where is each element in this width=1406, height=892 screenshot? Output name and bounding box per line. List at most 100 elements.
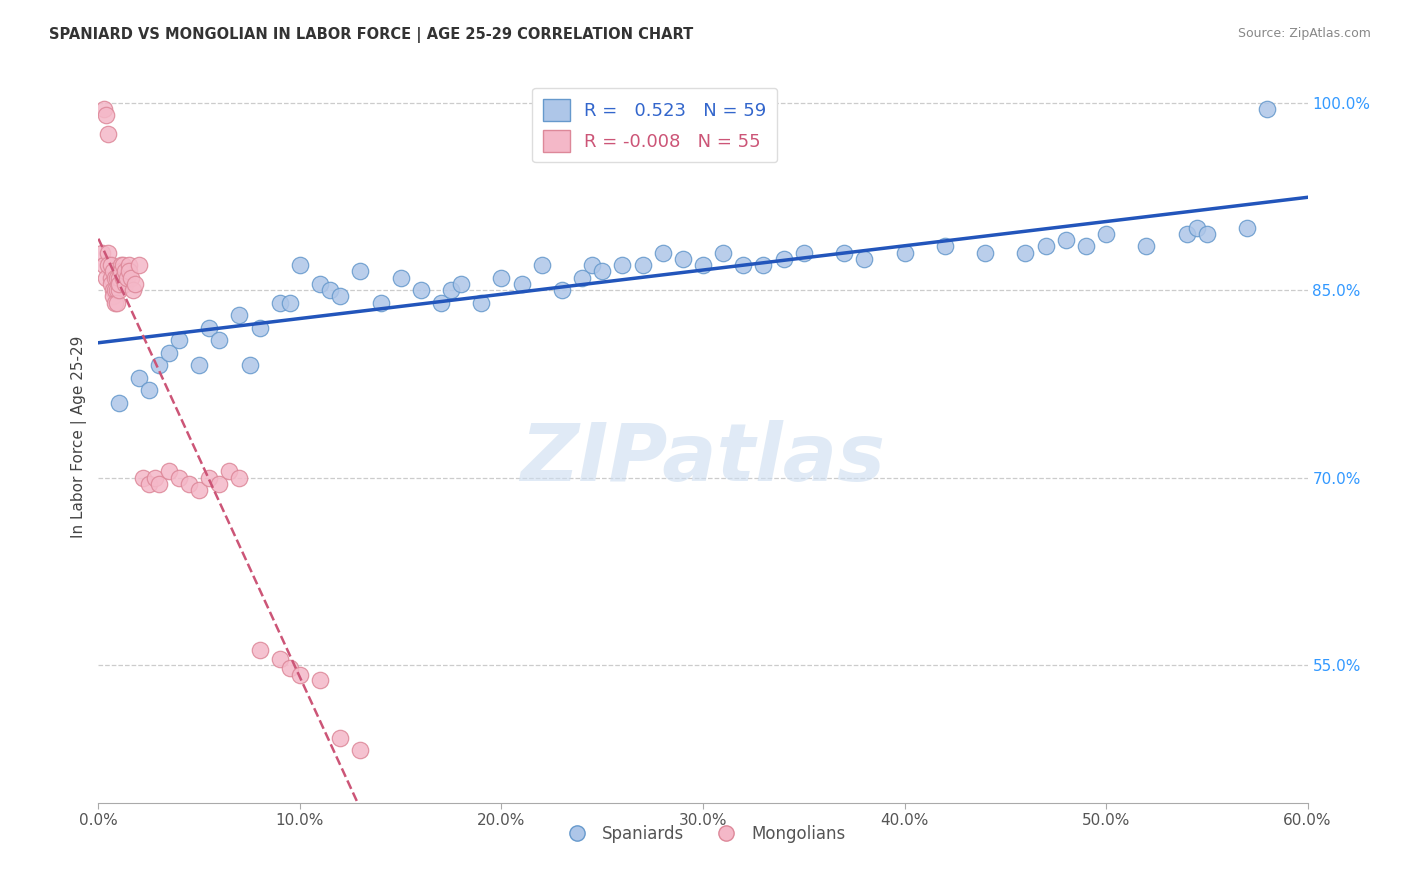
Point <box>107 283 129 297</box>
Point <box>672 252 695 266</box>
Point <box>105 295 128 310</box>
Point <box>148 477 170 491</box>
Point <box>110 258 132 272</box>
Point <box>188 483 211 498</box>
Point <box>530 258 553 272</box>
Point <box>409 283 432 297</box>
Point <box>103 283 125 297</box>
Point <box>278 661 301 675</box>
Point <box>329 289 352 303</box>
Point <box>100 258 122 272</box>
Point <box>571 270 593 285</box>
Point <box>934 239 956 253</box>
Point <box>218 465 240 479</box>
Point <box>974 245 997 260</box>
Point <box>1054 233 1077 247</box>
Point <box>591 264 613 278</box>
Point <box>97 245 120 260</box>
Point <box>198 320 221 334</box>
Point <box>1185 220 1208 235</box>
Point <box>107 277 129 291</box>
Point <box>793 245 815 260</box>
Point <box>510 277 533 291</box>
Point <box>97 258 120 272</box>
Point <box>100 277 122 291</box>
Point <box>370 295 392 310</box>
Point <box>118 258 141 272</box>
Point <box>278 295 301 310</box>
Point <box>128 370 150 384</box>
Point <box>853 252 876 266</box>
Point <box>249 320 271 334</box>
Point <box>124 277 146 291</box>
Point <box>1095 227 1118 241</box>
Point <box>288 668 311 682</box>
Point <box>551 283 574 297</box>
Legend: Spaniards, Mongolians: Spaniards, Mongolians <box>554 818 852 849</box>
Point <box>114 277 136 291</box>
Point <box>269 652 291 666</box>
Point <box>121 283 143 297</box>
Point <box>893 245 915 260</box>
Point <box>832 245 855 260</box>
Point <box>651 245 673 260</box>
Point <box>188 358 211 372</box>
Point <box>1074 239 1097 253</box>
Point <box>107 270 129 285</box>
Point <box>1175 227 1198 241</box>
Point <box>111 258 134 272</box>
Point <box>249 643 271 657</box>
Point <box>389 270 412 285</box>
Point <box>148 358 170 372</box>
Point <box>101 264 124 278</box>
Point <box>107 395 129 409</box>
Point <box>1014 245 1036 260</box>
Point <box>208 477 231 491</box>
Point <box>167 471 190 485</box>
Point <box>103 270 125 285</box>
Point <box>138 477 160 491</box>
Point <box>93 258 115 272</box>
Point <box>138 383 160 397</box>
Point <box>198 471 221 485</box>
Point <box>692 258 714 272</box>
Point <box>110 264 132 278</box>
Point <box>157 465 180 479</box>
Point <box>772 252 794 266</box>
Point <box>269 295 291 310</box>
Point <box>105 283 128 297</box>
Point <box>103 295 125 310</box>
Point <box>100 270 122 285</box>
Point <box>97 127 120 141</box>
Point <box>612 258 634 272</box>
Point <box>470 295 492 310</box>
Point <box>288 258 311 272</box>
Point <box>491 270 513 285</box>
Text: Source: ZipAtlas.com: Source: ZipAtlas.com <box>1237 27 1371 40</box>
Point <box>1195 227 1218 241</box>
Point <box>143 471 166 485</box>
Point <box>329 731 352 745</box>
Point <box>101 289 124 303</box>
Point <box>132 471 155 485</box>
Point <box>208 333 231 347</box>
Point <box>430 295 453 310</box>
Point <box>128 258 150 272</box>
Point <box>228 471 250 485</box>
Point <box>711 245 734 260</box>
Point <box>450 277 472 291</box>
Point <box>581 258 603 272</box>
Point <box>1135 239 1157 253</box>
Point <box>118 264 141 278</box>
Y-axis label: In Labor Force | Age 25-29: In Labor Force | Age 25-29 <box>72 336 87 538</box>
Text: SPANIARD VS MONGOLIAN IN LABOR FORCE | AGE 25-29 CORRELATION CHART: SPANIARD VS MONGOLIAN IN LABOR FORCE | A… <box>49 27 693 43</box>
Point <box>440 283 463 297</box>
Point <box>1035 239 1057 253</box>
Point <box>309 277 332 291</box>
Point <box>179 477 201 491</box>
Point <box>101 283 124 297</box>
Point <box>157 345 180 359</box>
Point <box>309 673 332 688</box>
Point <box>752 258 775 272</box>
Point <box>228 308 250 322</box>
